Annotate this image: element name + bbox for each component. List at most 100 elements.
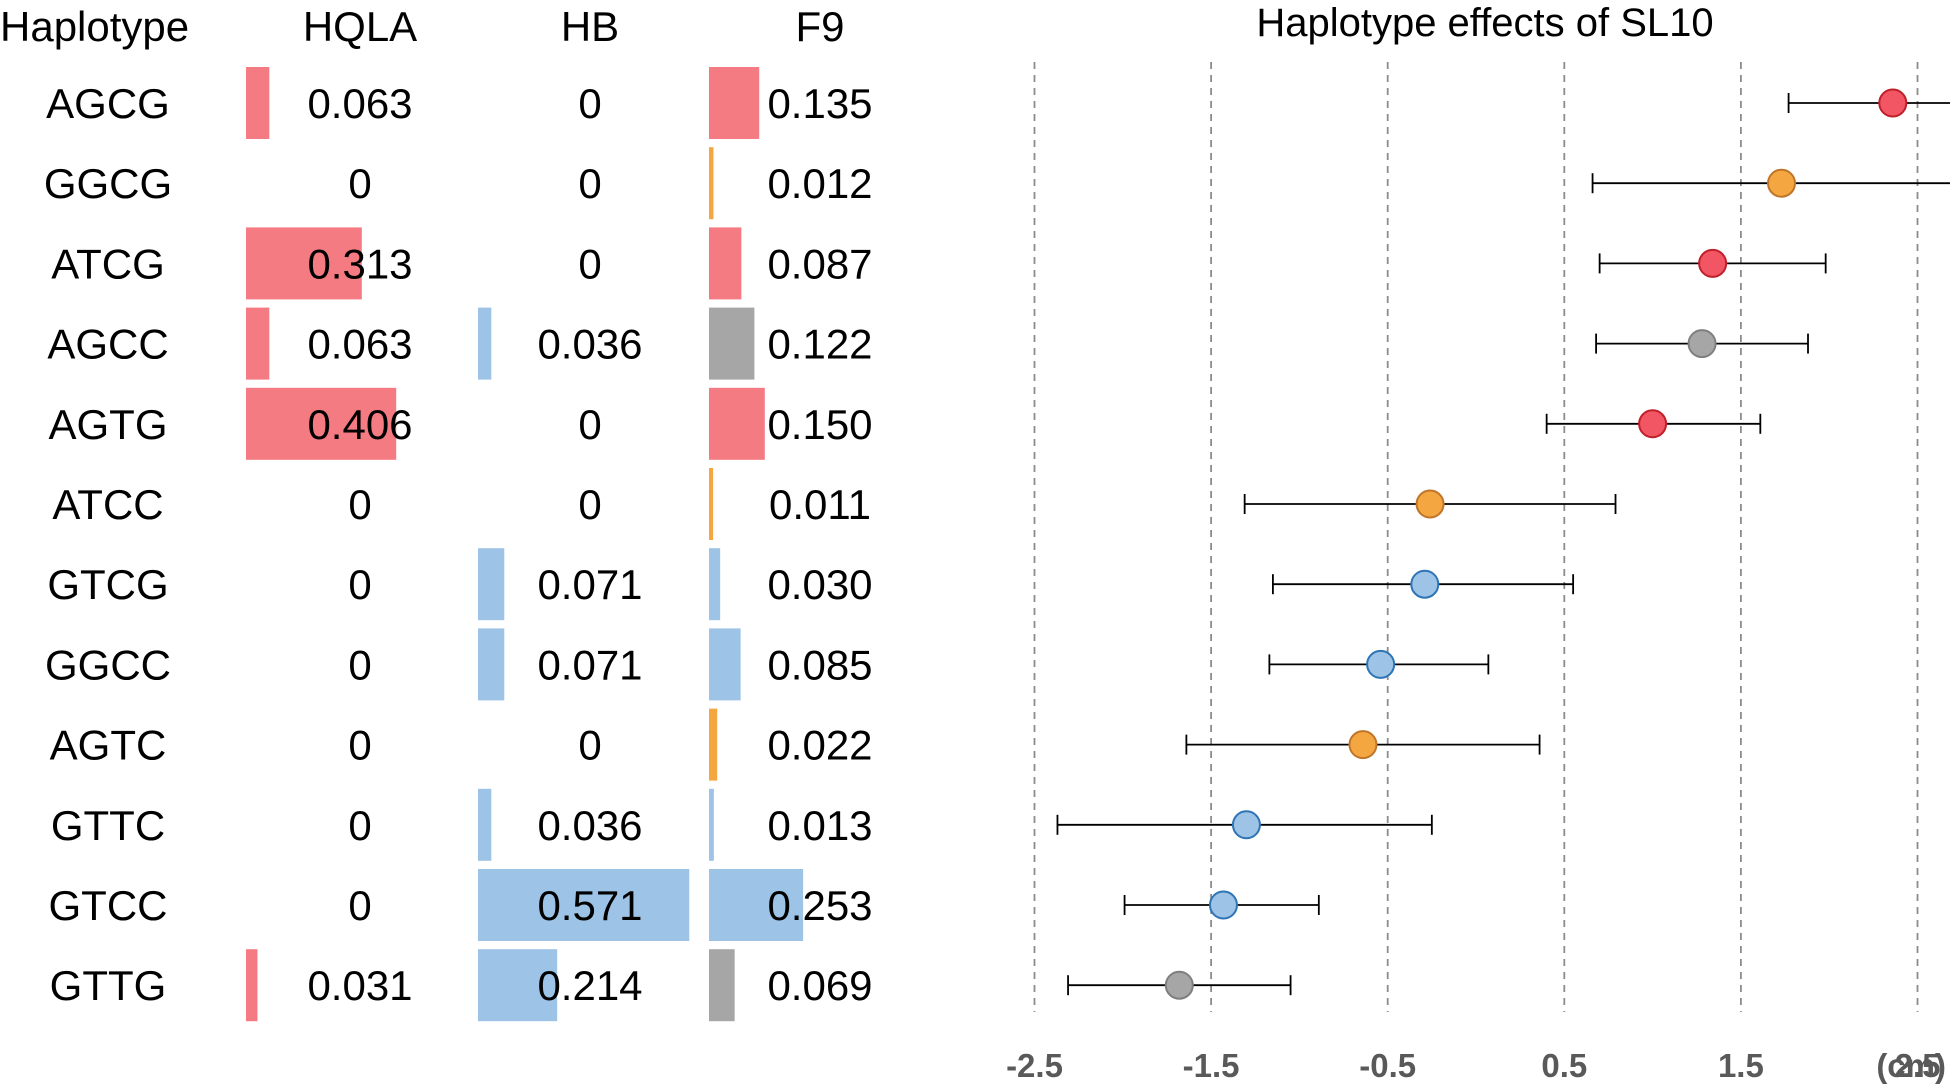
f9-value: 0.122 — [767, 321, 872, 368]
effect-point — [1698, 248, 1728, 278]
hb-value: 0.036 — [537, 802, 642, 849]
header-f9: F9 — [795, 3, 844, 50]
haplotype-label: GTCG — [47, 561, 168, 608]
hqla-bar — [246, 67, 270, 139]
hqla-value: 0 — [348, 481, 371, 528]
f9-bar — [709, 949, 735, 1022]
table-bars — [246, 67, 804, 1022]
hb-bar — [478, 788, 492, 861]
hb-value: 0 — [578, 401, 601, 448]
hqla-value: 0 — [348, 641, 371, 688]
f9-bar — [709, 708, 718, 781]
haplotype-label: GTTG — [50, 962, 167, 1009]
header-hb: HB — [561, 3, 619, 50]
hqla-bar — [246, 227, 362, 300]
effect-point — [1164, 970, 1194, 1000]
f9-bar — [709, 147, 714, 220]
effect-point — [1638, 409, 1668, 439]
hqla-value: 0.031 — [307, 962, 412, 1009]
x-tick-label: 2.5 — [1895, 1047, 1941, 1084]
grid-lines — [1033, 62, 1919, 1012]
f9-bar — [709, 548, 721, 621]
hb-value: 0.571 — [537, 882, 642, 929]
hb-bar — [478, 628, 505, 701]
hb-bar — [478, 307, 492, 380]
haplotype-label: AGTC — [50, 722, 167, 769]
hb-value: 0 — [578, 722, 601, 769]
effect-point — [1687, 329, 1717, 359]
hb-value: 0.071 — [537, 641, 642, 688]
hb-value: 0 — [578, 481, 601, 528]
haplotype-label: GTCC — [49, 882, 168, 929]
hqla-value: 0 — [348, 160, 371, 207]
x-axis-ticks: -2.5 -1.5 -0.5 0.5 1.5 2.5 — [1006, 1047, 1940, 1084]
hb-value: 0.214 — [537, 962, 642, 1009]
f9-bar — [709, 67, 760, 139]
effect-point — [1231, 810, 1261, 840]
x-tick-label: -2.5 — [1006, 1047, 1063, 1084]
effect-point — [1415, 489, 1445, 519]
haplotype-label: GGCG — [44, 160, 172, 207]
hqla-value: 0.313 — [307, 240, 412, 287]
haplotype-label: AGTG — [48, 401, 167, 448]
f9-bar — [709, 387, 765, 460]
header-hqla: HQLA — [303, 3, 417, 50]
f9-value: 0.011 — [769, 481, 871, 528]
x-tick-label: 0.5 — [1541, 1047, 1587, 1084]
hb-value: 0 — [578, 160, 601, 207]
chart-title: Haplotype effects of SL10 — [1256, 1, 1713, 45]
f9-bar — [709, 468, 714, 540]
hqla-value: 0.063 — [307, 80, 412, 127]
effect-point — [1366, 649, 1396, 679]
hqla-value: 0 — [348, 802, 371, 849]
haplotype-label: ATCC — [52, 481, 163, 528]
effect-point — [1878, 88, 1908, 118]
hqla-value: 0.063 — [307, 321, 412, 368]
effect-point — [1208, 890, 1238, 920]
f9-value: 0.069 — [767, 962, 872, 1009]
f9-bar — [709, 307, 755, 380]
hqla-value: 0 — [348, 882, 371, 929]
x-tick-label: -1.5 — [1183, 1047, 1240, 1084]
table-text: AGCG 0.063 0 0.135 GGCG 0 0 0.012 ATCG 0.313 0 0.08… — [44, 80, 873, 1009]
f9-value: 0.085 — [767, 641, 872, 688]
haplotype-label: GGCC — [45, 641, 171, 688]
haplotype-label: AGCG — [46, 80, 170, 127]
effect-point — [1767, 168, 1797, 198]
hqla-bar — [246, 307, 270, 380]
haplotype-label: GTTC — [51, 802, 165, 849]
haplotype-label: AGCC — [47, 321, 168, 368]
f9-value: 0.150 — [767, 401, 872, 448]
f9-bar — [709, 869, 804, 941]
f9-bar — [709, 788, 714, 861]
x-tick-label: 1.5 — [1718, 1047, 1764, 1084]
effect-point — [1348, 730, 1378, 760]
f9-bar — [709, 227, 742, 300]
hb-value: 0 — [578, 240, 601, 287]
header-haplotype: Haplotype — [0, 3, 189, 50]
f9-value: 0.022 — [767, 722, 872, 769]
hqla-value: 0 — [348, 561, 371, 608]
f9-value: 0.253 — [767, 882, 872, 929]
effect-points — [1164, 88, 1908, 1000]
effect-point — [1410, 569, 1440, 599]
axis-unit-label: (cm) — [1876, 1047, 1946, 1084]
hqla-value: 0.406 — [307, 401, 412, 448]
hqla-bar — [246, 387, 397, 460]
hb-bar — [478, 869, 690, 941]
f9-value: 0.135 — [767, 80, 872, 127]
hb-value: 0.036 — [537, 321, 642, 368]
f9-bar — [709, 628, 741, 701]
x-tick-label: -0.5 — [1359, 1047, 1416, 1084]
hb-value: 0 — [578, 80, 601, 127]
hqla-value: 0 — [348, 722, 371, 769]
hb-value: 0.071 — [537, 561, 642, 608]
hb-bar — [478, 548, 505, 621]
haplotype-label: ATCG — [51, 240, 165, 287]
hqla-bar — [246, 949, 258, 1022]
f9-value: 0.087 — [767, 240, 872, 287]
f9-value: 0.013 — [767, 802, 872, 849]
error-bars — [1056, 93, 1950, 996]
hb-bar — [478, 949, 558, 1022]
